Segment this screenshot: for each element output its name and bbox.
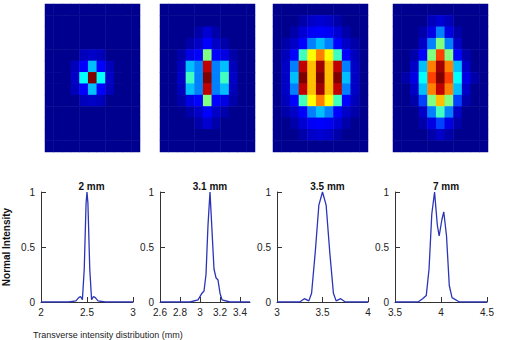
svg-text:3.2: 3.2 — [213, 307, 227, 318]
svg-text:1: 1 — [383, 187, 389, 198]
svg-text:4: 4 — [438, 307, 444, 318]
svg-text:3.1 mm: 3.1 mm — [193, 181, 228, 192]
svg-text:4: 4 — [365, 307, 371, 318]
svg-text:3.5: 3.5 — [316, 307, 330, 318]
svg-text:0.5: 0.5 — [140, 242, 154, 253]
svg-text:0.5: 0.5 — [375, 242, 389, 253]
svg-text:2 mm: 2 mm — [78, 181, 104, 192]
svg-text:4.5: 4.5 — [480, 307, 494, 318]
svg-text:0: 0 — [148, 296, 154, 308]
svg-text:Normal Intensity: Normal Intensity — [1, 207, 12, 286]
svg-text:2.5: 2.5 — [80, 307, 94, 318]
svg-text:2.6: 2.6 — [153, 307, 167, 318]
svg-text:7 mm: 7 mm — [433, 181, 459, 192]
svg-text:0.5: 0.5 — [257, 242, 271, 253]
svg-text:3.5: 3.5 — [388, 307, 402, 318]
svg-text:Transverse intensity distribut: Transverse intensity distribution (mm) — [33, 330, 183, 340]
svg-text:0.5: 0.5 — [21, 242, 35, 253]
svg-text:3: 3 — [130, 307, 136, 318]
svg-text:0: 0 — [29, 297, 35, 308]
svg-text:1: 1 — [29, 187, 35, 198]
svg-text:1: 1 — [265, 187, 271, 198]
svg-text:1: 1 — [148, 187, 154, 198]
svg-text:3.5 mm: 3.5 mm — [310, 181, 345, 192]
svg-text:0: 0 — [383, 296, 389, 308]
svg-text:2.8: 2.8 — [173, 307, 187, 318]
svg-text:2: 2 — [38, 307, 44, 318]
svg-text:3.4: 3.4 — [233, 307, 247, 318]
svg-text:3: 3 — [274, 307, 280, 318]
svg-text:3: 3 — [197, 307, 203, 318]
svg-text:0: 0 — [265, 297, 271, 308]
